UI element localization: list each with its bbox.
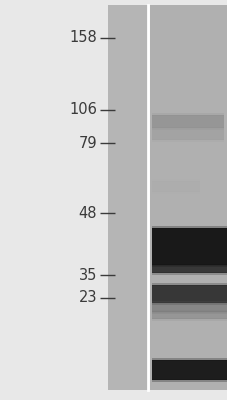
Bar (151, 113, 223, 116)
Bar (151, 226, 227, 229)
Text: 79: 79 (78, 136, 96, 150)
Bar (151, 302, 227, 305)
Bar (151, 179, 199, 182)
Bar (151, 265, 227, 273)
Bar (151, 311, 227, 314)
Bar (151, 312, 227, 319)
Bar (151, 128, 223, 140)
Bar (151, 360, 227, 380)
Bar (151, 310, 227, 313)
Text: 158: 158 (69, 30, 96, 46)
Bar (151, 358, 227, 361)
Bar (151, 318, 227, 321)
Bar (151, 263, 227, 266)
Text: 48: 48 (78, 206, 96, 220)
Bar (151, 379, 227, 382)
Bar (149, 5, 227, 390)
Bar (151, 127, 223, 130)
Text: 35: 35 (78, 268, 96, 282)
Bar (151, 285, 227, 303)
Bar (151, 115, 223, 128)
Bar (151, 181, 199, 192)
Bar (151, 272, 227, 275)
Bar (151, 139, 223, 142)
Text: 106: 106 (69, 102, 96, 118)
Bar (151, 126, 223, 129)
Bar (151, 191, 199, 194)
Bar (108, 5, 147, 390)
Bar (151, 283, 227, 286)
Bar (151, 301, 227, 304)
Bar (151, 303, 227, 312)
Bar (151, 228, 227, 265)
Text: 23: 23 (78, 290, 96, 306)
Bar (151, 264, 227, 267)
